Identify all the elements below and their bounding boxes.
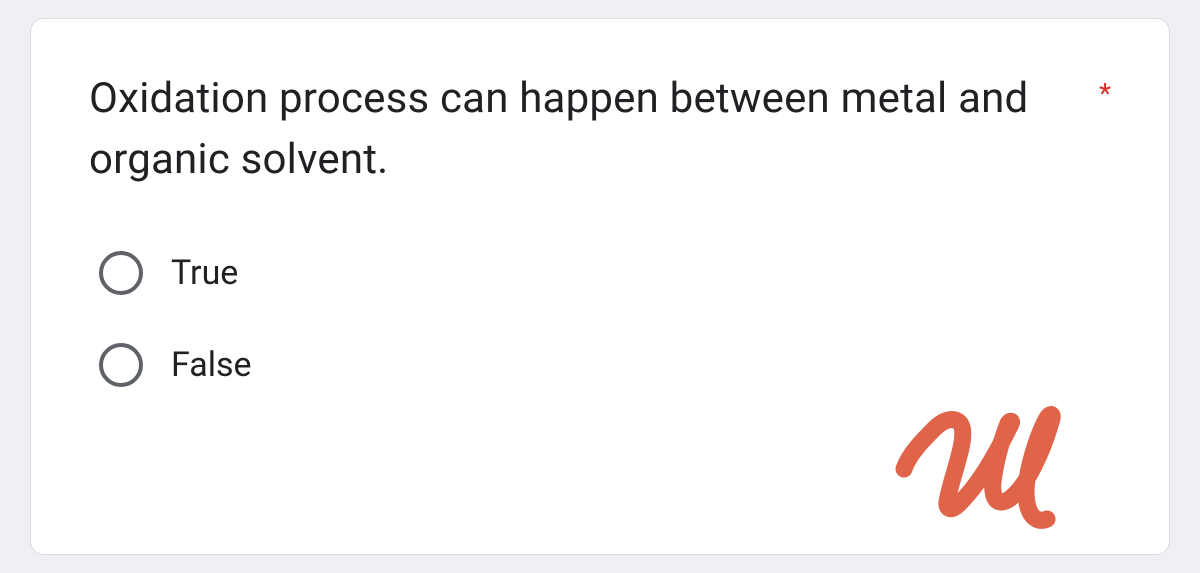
handwritten-scribble-icon	[879, 374, 1079, 534]
option-label: False	[171, 345, 252, 385]
question-text: Oxidation process can happen between met…	[89, 69, 1069, 191]
radio-button[interactable]	[99, 343, 143, 387]
question-header: Oxidation process can happen between met…	[89, 69, 1111, 191]
option-label: True	[171, 253, 238, 293]
question-card: Oxidation process can happen between met…	[30, 18, 1170, 555]
required-asterisk: *	[1099, 77, 1111, 110]
option-row-false[interactable]: False	[99, 343, 1111, 387]
radio-button[interactable]	[99, 251, 143, 295]
option-row-true[interactable]: True	[99, 251, 1111, 295]
options-container: True False	[89, 251, 1111, 387]
